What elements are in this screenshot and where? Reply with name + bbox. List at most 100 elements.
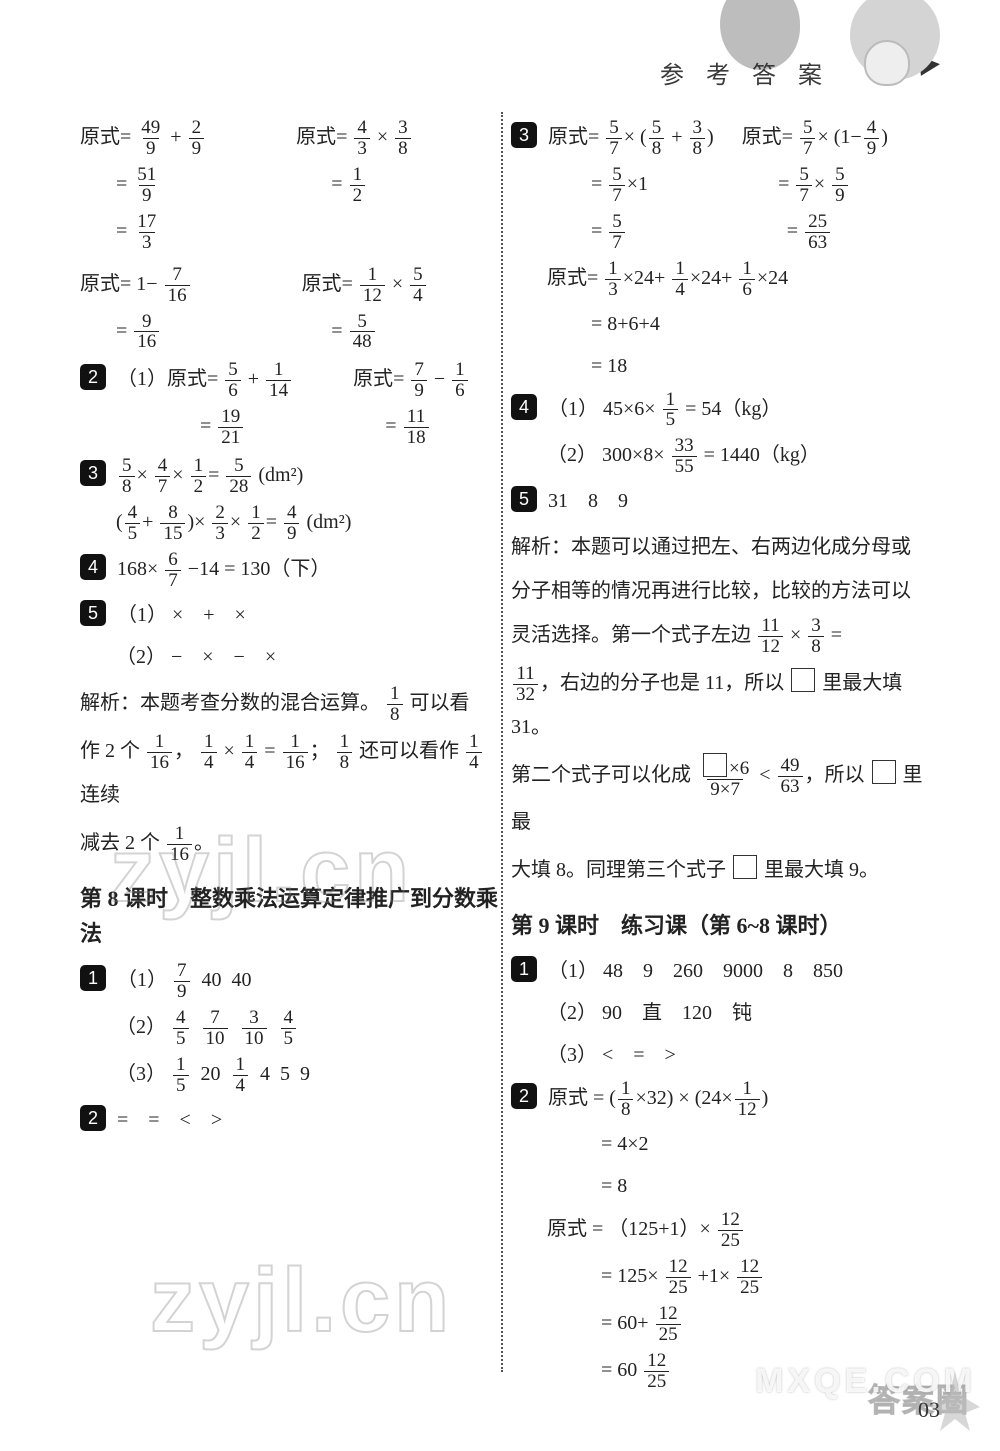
question-badge: 3 [511,122,537,148]
blank-box-icon [791,668,815,692]
denom: 8 [618,1099,634,1120]
numer: 12 [737,1257,762,1277]
numer: 2 [189,118,205,138]
denom: 9 [174,981,190,1002]
right-column: 3 原式= 57× (58 + 38) 原式= 57× (1−49) = 57×… [511,112,930,1398]
denom: 25 [737,1277,762,1298]
denom: 16 [134,331,159,352]
expr-prefix: 原式 [548,126,588,148]
denom: 63 [778,776,803,797]
blank-box-icon [872,760,896,784]
literal: 20 [201,1063,221,1085]
expression-row: 原式= 13×24+ 14×24+ 16×24 [547,259,930,300]
question-badge: 5 [80,600,106,626]
expression-row: = 4×2 [601,1126,930,1162]
literal: 24× [701,1087,732,1109]
literal: = 60+ [601,1312,649,1334]
numer: 4 [354,118,370,138]
denom: 16 [147,752,172,773]
answer-text: （2） 90 直 120 钝 [547,1002,752,1024]
denom: 28 [226,476,251,497]
numer: 1 [739,1079,755,1099]
numer: 49 [778,756,803,776]
literal: = 8+6+4 [591,313,660,335]
expr-prefix: 原式 [742,126,782,148]
explanation: 1132，右边的分子也是 11，所以 里最大填 31。 [511,661,930,749]
numer: 4 [155,456,171,476]
denom: 4 [201,752,217,773]
numer: 11 [758,616,782,636]
numer: 1 [287,732,303,752]
s8-question-1: 1 （1） 79 40 40 [80,961,499,1002]
denom: 5 [173,1028,189,1049]
literal: ×24+ [690,267,733,289]
punct: ， [174,740,194,762]
answer-row: （3） 15 20 14 4 5 9 [116,1055,499,1096]
denom: 8 [387,704,403,725]
numer: 1 [173,1055,189,1075]
numer: 49 [138,118,163,138]
numer: 5 [606,118,622,138]
literal: 168 [117,558,147,580]
expr-prefix: 原式 [547,267,587,289]
denom: 2 [350,185,366,206]
lesson-8-heading: 第 8 课时 整数乘法运算定律推广到分数乘法 [80,881,499,951]
numer: 12 [718,1210,743,1230]
denom: 5 [281,1028,297,1049]
numer: 1 [172,824,188,844]
numer: 12 [656,1304,681,1324]
numer: 11 [404,407,428,427]
punct: 。 [194,832,214,854]
denom: 7 [155,476,171,497]
question-badge: 4 [80,554,106,580]
numer: 3 [690,118,706,138]
numer: 5 [609,165,625,185]
literal: ×24+ [623,267,666,289]
denom: 48 [350,331,375,352]
explanation: 作 2 个 116， 14 × 14 = 116； 18 还可以看作 14 连续 [80,729,499,817]
numer: 51 [134,165,159,185]
expression-row: = 1921 = 1118 [200,407,499,448]
expression-row: = 125× 1225 +1× 1225 [601,1257,930,1298]
numer: 11 [513,664,537,684]
expr-prefix: 原式 = [548,1087,609,1109]
sub-label: （1） [117,969,167,991]
question-badge: 5 [511,486,537,512]
literal: = 4×2 [601,1133,649,1155]
expression-row: = 173 [116,212,499,253]
numer: 5 [609,212,625,232]
op: × [790,624,801,646]
expression-row: = 519 = 12 [116,165,499,206]
literal: +1× [698,1265,731,1287]
denom: 3 [354,138,370,159]
question-4: 4 168× 67 −14 = 130（下） [80,550,499,591]
numer: 4 [125,503,141,523]
denom: 8 [337,752,353,773]
literal: 40 [232,969,252,991]
numer: 1 [672,259,688,279]
explanation: 减去 2 个 116。 [80,821,499,865]
page-section-title: 参 考 答 案 [660,55,830,90]
denom: 32 [513,684,538,705]
denom: 4 [672,279,688,300]
literal: = 54（kg） [685,398,781,420]
unit: 下 [290,558,310,580]
question-badge: 1 [511,956,537,982]
denom: 4 [233,1075,249,1096]
question-badge: 1 [80,965,106,991]
denom: 8 [690,138,706,159]
r-question-3: 3 原式= 57× (58 + 38) 原式= 57× (1−49) [511,118,930,159]
literal: ×1 [627,173,648,195]
expr-prefix: 原式 [80,273,120,295]
expression-row: = 60+ 1225 [601,1304,930,1345]
answer-row: （2） 90 直 120 钝 [547,995,930,1031]
denom: 3 [212,523,228,544]
numer: 1 [350,165,366,185]
sub-label: （2） [116,1016,166,1038]
op: + [170,126,181,148]
denom: 25 [666,1277,691,1298]
denom: 9 [284,523,300,544]
numer: 1 [152,732,168,752]
explain-text: 大填 8。同理第三个式子 [511,859,726,881]
punct: ； [310,740,330,762]
